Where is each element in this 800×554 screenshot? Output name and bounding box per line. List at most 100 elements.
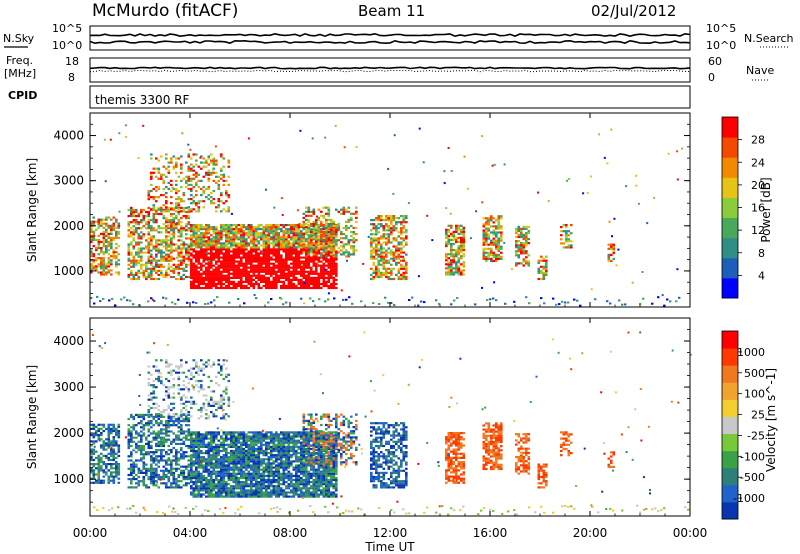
range-gate-cell	[110, 230, 113, 233]
range-gate-cell	[393, 304, 396, 307]
range-gate-cell	[237, 272, 241, 275]
range-gate-cell	[110, 463, 113, 466]
range-gate-cell	[175, 424, 178, 427]
range-gate-cell	[300, 270, 303, 273]
range-gate-cell	[182, 379, 186, 383]
range-gate-cell	[147, 469, 151, 472]
range-gate-cell	[182, 247, 186, 250]
range-gate-cell	[312, 258, 316, 261]
range-gate-cell	[227, 196, 231, 199]
range-gate-cell	[165, 200, 168, 203]
range-gate-cell	[260, 264, 263, 267]
range-gate-cell	[110, 245, 113, 248]
range-gate-cell	[185, 161, 188, 164]
range-gate-cell	[210, 258, 213, 261]
nsky-label: N.Sky	[3, 32, 35, 45]
range-gate-cell	[345, 208, 348, 211]
range-gate-cell	[110, 242, 113, 246]
range-gate-cell	[190, 468, 193, 471]
range-gate-cell	[460, 251, 463, 254]
range-gate-cell	[380, 243, 383, 246]
range-gate-cell	[140, 208, 143, 212]
range-gate-cell	[155, 434, 158, 437]
range-gate-cell	[310, 251, 313, 254]
range-gate-cell	[310, 214, 313, 217]
range-gate-cell	[110, 228, 113, 231]
range-gate-cell	[190, 458, 193, 461]
range-gate-cell	[192, 230, 196, 233]
range-gate-cell	[312, 208, 316, 211]
range-gate-cell	[195, 159, 198, 162]
range-gate-cell	[490, 231, 493, 234]
range-gate-cell	[260, 266, 263, 269]
range-gate-cell	[255, 270, 258, 273]
range-gate-cell	[676, 268, 679, 271]
range-gate-cell	[137, 249, 141, 252]
range-gate-cell	[350, 235, 353, 238]
range-gate-cell	[130, 453, 133, 456]
range-gate-cell	[170, 373, 173, 376]
range-gate-cell	[327, 226, 331, 230]
range-gate-cell	[240, 232, 243, 235]
range-gate-cell	[105, 251, 108, 254]
range-gate-cell	[140, 255, 143, 258]
range-gate-cell	[455, 226, 458, 229]
range-gate-cell	[207, 169, 211, 172]
range-gate-cell	[185, 451, 188, 454]
range-gate-cell	[160, 453, 163, 456]
range-gate-cell	[282, 264, 286, 267]
range-gate-cell	[150, 237, 153, 240]
range-gate-cell	[110, 261, 113, 264]
range-gate-cell	[182, 420, 186, 423]
range-gate-cell	[350, 212, 353, 215]
range-gate-cell	[147, 467, 151, 470]
range-gate-cell	[385, 241, 388, 244]
range-gate-cell	[303, 282, 306, 285]
range-gate-cell	[172, 473, 176, 477]
range-gate-cell	[95, 257, 98, 260]
range-gate-cell	[332, 256, 336, 259]
range-gate-cell	[192, 264, 196, 267]
range-gate-cell	[320, 256, 323, 259]
range-gate-cell	[568, 178, 571, 180]
range-gate-cell	[397, 235, 401, 238]
range-gate-cell	[292, 248, 296, 251]
range-gate-cell	[142, 251, 146, 254]
range-gate-cell	[487, 221, 491, 224]
range-gate-cell	[212, 202, 216, 205]
range-gate-cell	[147, 212, 151, 216]
range-gate-cell	[135, 210, 138, 214]
range-gate-cell	[317, 216, 321, 219]
range-gate-cell	[182, 208, 186, 212]
range-gate-cell	[202, 468, 206, 471]
range-gate-cell	[102, 423, 106, 426]
range-gate-cell	[155, 253, 158, 256]
range-gate-cell	[200, 278, 203, 281]
range-gate-cell	[302, 260, 306, 263]
range-gate-cell	[320, 270, 323, 273]
range-gate-cell	[247, 278, 251, 281]
range-gate-cell	[200, 386, 203, 389]
range-gate-cell	[192, 491, 196, 494]
range-gate-cell	[132, 221, 136, 224]
range-gate-cell	[318, 298, 321, 301]
range-gate-cell	[525, 242, 528, 245]
range-gate-cell	[147, 430, 151, 433]
range-gate-cell	[225, 262, 228, 265]
range-gate-cell	[190, 433, 193, 436]
range-gate-cell	[207, 258, 211, 261]
range-gate-cell	[235, 230, 238, 233]
range-gate-cell	[190, 240, 193, 243]
range-gate-cell	[385, 217, 388, 220]
range-gate-cell	[147, 453, 151, 456]
range-gate-cell	[302, 212, 306, 215]
range-gate-cell	[325, 249, 328, 252]
range-gate-cell	[375, 275, 378, 279]
range-gate-cell	[157, 486, 161, 489]
range-gate-cell	[315, 272, 318, 275]
range-gate-cell	[232, 244, 236, 247]
range-gate-cell	[152, 467, 156, 470]
range-gate-cell	[307, 284, 311, 288]
range-gate-cell	[192, 256, 196, 259]
range-gate-cell	[212, 270, 216, 273]
